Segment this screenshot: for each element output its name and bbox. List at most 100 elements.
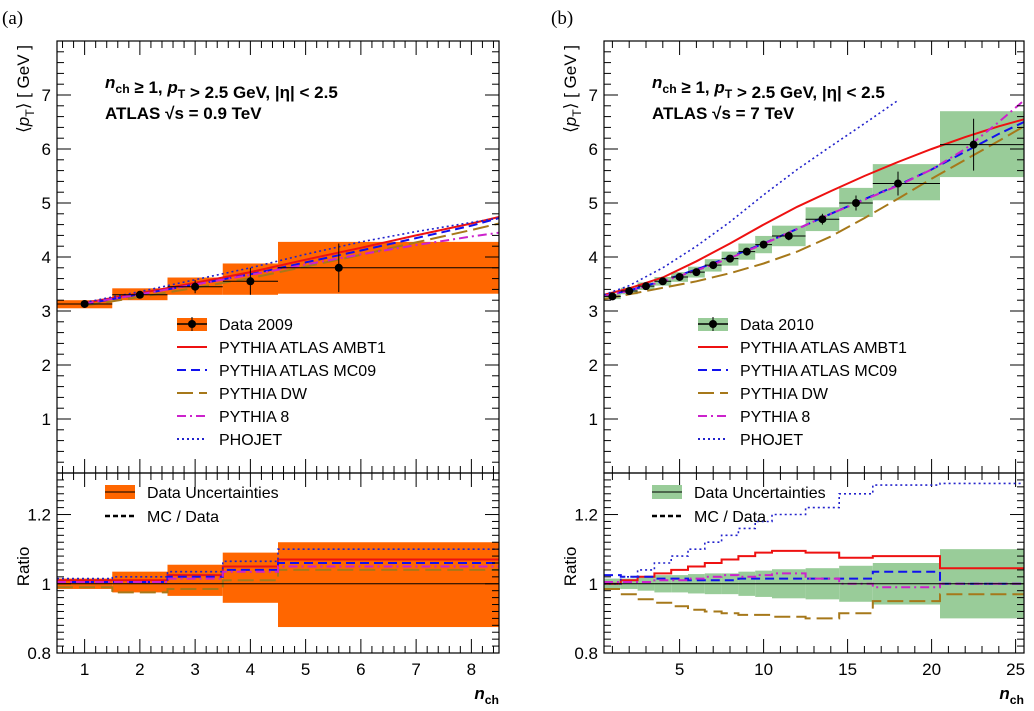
y-tick-label: 4 xyxy=(42,248,51,267)
annotation-cuts-part: ≥ 1, xyxy=(130,78,168,97)
data-point xyxy=(852,199,860,207)
x-tick-label: 1 xyxy=(80,660,89,679)
y-tick-label: 5 xyxy=(589,194,598,213)
model-curve-dw xyxy=(604,125,1024,301)
y-tick-label: 3 xyxy=(589,302,598,321)
model-curve-dw xyxy=(84,222,499,307)
ratio-step-dw xyxy=(57,568,499,594)
x-axis-label-var: n xyxy=(474,684,484,703)
data-point xyxy=(675,272,684,281)
legend-data-marker xyxy=(709,320,717,328)
annotation-cuts: nch ≥ 1, pT > 2.5 GeV, |η| < 2.5 xyxy=(105,73,338,102)
ratio-y-tick-label: 0.8 xyxy=(574,644,598,663)
x-tick-label: 3 xyxy=(190,660,199,679)
data-point xyxy=(642,282,650,291)
x-tick-label: 8 xyxy=(467,660,476,679)
x-axis-label-sub: ch xyxy=(1010,693,1024,707)
x-tick-label: 25 xyxy=(1006,660,1025,679)
annotation-cuts-var: n xyxy=(105,73,115,92)
x-axis-label: nch xyxy=(474,684,499,707)
ratio-plot-area xyxy=(57,542,499,628)
y-tick-label: 4 xyxy=(589,248,598,267)
panel-label: (b) xyxy=(551,8,573,29)
data-point xyxy=(625,287,634,296)
legend-ratio-label: MC / Data xyxy=(147,509,219,526)
model-curve-mc09 xyxy=(84,217,499,305)
data-point xyxy=(692,268,701,277)
model-curve-mc09 xyxy=(604,121,1024,297)
annotation-cuts-var: p xyxy=(713,78,724,97)
legend-label-dw: PYTHIA DW xyxy=(219,386,308,403)
annotation-cuts-var: p xyxy=(166,78,177,97)
data-point xyxy=(742,247,751,256)
ratio-step-phojet xyxy=(604,482,1024,585)
y-axis-label-var: p xyxy=(561,117,580,127)
x-tick-label: 5 xyxy=(301,660,310,679)
ratio-y-tick-label: 1 xyxy=(42,575,51,594)
legend-band-label: Data Uncertainties xyxy=(694,485,826,502)
ratio-uncertainty-band xyxy=(167,564,223,596)
main-plot-area xyxy=(604,99,1024,301)
annotation-energy: ATLAS √s = 7 TeV xyxy=(652,104,795,123)
annotation-cuts: nch ≥ 1, pT > 2.5 GeV, |η| < 2.5 xyxy=(652,73,885,102)
y-tick-label: 2 xyxy=(42,356,51,375)
x-tick-label: 10 xyxy=(754,660,773,679)
ratio-step-phojet xyxy=(57,548,499,580)
model-curve-p8 xyxy=(604,99,1024,297)
legend-data-marker xyxy=(188,320,196,328)
model-curve-ambt1 xyxy=(84,216,499,304)
y-axis-label-part: ⟩ [ GeV ] xyxy=(561,45,580,109)
panel-label: (a) xyxy=(2,8,23,29)
y-axis-label-sub: T xyxy=(570,109,584,117)
y-tick-label: 7 xyxy=(42,86,51,105)
legend-label-phojet: PHOJET xyxy=(219,432,282,449)
legend-data-label: Data 2010 xyxy=(740,317,814,334)
ratio-uncertainty-band xyxy=(278,542,499,628)
data-point xyxy=(80,299,89,308)
legend-label-dw: PYTHIA DW xyxy=(740,386,829,403)
annotation-cuts-sub: T xyxy=(178,87,186,101)
legend-ratio-label: MC / Data xyxy=(694,509,766,526)
x-tick-label: 6 xyxy=(356,660,365,679)
data-point xyxy=(709,261,718,270)
ratio-uncertainty-band xyxy=(222,552,278,603)
ratio-step-mc09 xyxy=(604,570,1024,585)
y-tick-label: 6 xyxy=(42,140,51,159)
data-point xyxy=(658,277,667,286)
model-curve-ambt1 xyxy=(604,118,1024,296)
x-axis-label: nch xyxy=(999,684,1024,707)
annotation-cuts-var: n xyxy=(652,73,662,92)
ratio-y-tick-label: 0.8 xyxy=(27,644,51,663)
legend-label-mc09: PYTHIA ATLAS MC09 xyxy=(219,363,376,380)
data-point xyxy=(608,292,617,301)
data-point xyxy=(759,240,768,249)
data-point xyxy=(784,231,793,240)
data-point xyxy=(191,282,200,291)
ratio-step-p8 xyxy=(57,565,499,583)
x-tick-label: 20 xyxy=(922,660,941,679)
y-axis-label-part: ⟨ xyxy=(14,126,33,133)
data-point xyxy=(894,179,902,188)
x-axis-label-var: n xyxy=(999,684,1009,703)
ratio-y-axis-label: Ratio xyxy=(14,547,33,587)
y-axis-label-part: ⟨ xyxy=(561,126,580,133)
x-tick-label: 7 xyxy=(411,660,420,679)
ratio-y-tick-label: 1.2 xyxy=(574,506,598,525)
y-axis-label: ⟨pT⟩ [ GeV ] xyxy=(561,45,584,133)
legend-label-ambt1: PYTHIA ATLAS AMBT1 xyxy=(740,340,907,357)
legend-data-label: Data 2009 xyxy=(219,317,293,334)
data-point xyxy=(818,215,827,224)
y-tick-label: 1 xyxy=(589,410,598,429)
main-plot-area xyxy=(57,216,499,309)
annotation-energy: ATLAS √s = 0.9 TeV xyxy=(105,104,262,123)
data-point xyxy=(135,290,144,299)
y-tick-label: 1 xyxy=(42,410,51,429)
model-curve-phojet xyxy=(84,217,499,304)
annotation-cuts-part: > 2.5 GeV, |η| < 2.5 xyxy=(185,83,338,102)
x-tick-label: 5 xyxy=(675,660,684,679)
y-tick-label: 6 xyxy=(589,140,598,159)
x-tick-label: 2 xyxy=(135,660,144,679)
data-point xyxy=(726,254,734,263)
